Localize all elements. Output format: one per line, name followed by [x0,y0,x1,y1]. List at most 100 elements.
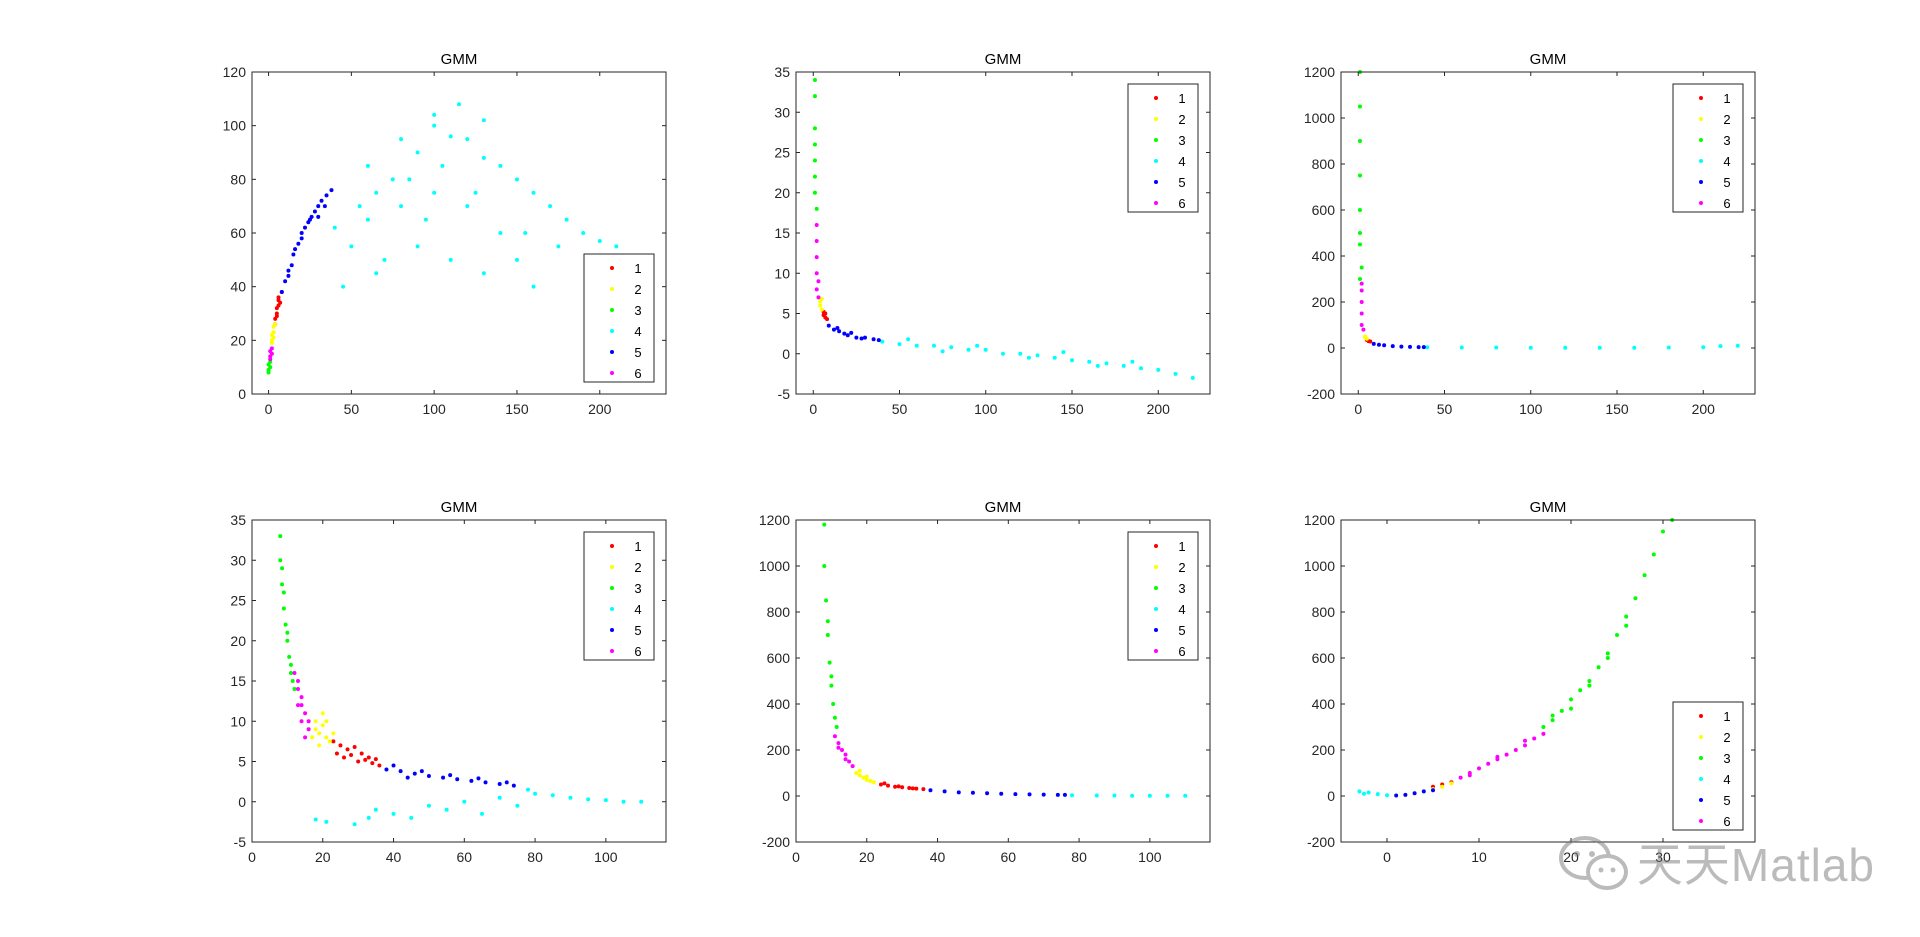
data-point [483,780,488,785]
y-tick-label: 0 [238,386,246,402]
y-tick-label: 600 [1312,202,1336,218]
data-point [299,236,304,241]
data-point [273,322,278,327]
data-point [1425,345,1430,350]
data-point [476,776,481,781]
x-tick-label: 0 [265,401,273,417]
data-point [398,769,403,774]
data-point [854,771,859,775]
legend-marker [1699,819,1703,823]
data-point [1052,355,1057,360]
data-point [329,188,334,193]
data-point [1513,748,1518,752]
data-point [843,752,848,757]
data-point [448,257,453,262]
data-point [345,747,350,752]
data-point [366,755,371,760]
data-point [1183,793,1188,798]
data-point [1359,300,1364,304]
data-point [1504,752,1509,757]
axes-box [795,519,1211,843]
data-point [356,759,361,764]
data-point [861,775,866,780]
data-point [826,323,831,328]
data-point [1385,793,1389,798]
data-point [279,290,284,295]
data-point [366,815,371,820]
data-point [825,633,830,637]
data-point [823,311,828,316]
legend-label: 6 [634,644,641,659]
data-point [814,255,819,260]
axes-box [1340,71,1756,395]
data-point [531,190,536,195]
legend-label: 4 [1723,772,1730,787]
data-point [469,778,474,783]
data-point [286,273,291,278]
legend-box [583,531,655,661]
data-point [1403,792,1408,797]
data-point [276,303,281,308]
data-point [293,247,298,252]
data-point [359,751,364,756]
data-point [523,231,528,235]
data-point [1061,350,1066,355]
data-point [423,217,428,222]
series-1 [331,739,382,768]
data-point [514,177,519,182]
data-point [465,204,470,209]
legend-box [1127,531,1199,661]
y-tick-label: 10 [774,265,790,281]
data-point [1642,573,1647,578]
series-5 [1371,341,1426,350]
data-point [331,739,336,744]
legend-label: 1 [1178,91,1185,106]
data-point [432,112,437,117]
data-point [956,790,961,795]
data-point [324,193,329,198]
legend-marker [1154,138,1158,142]
data-point [1027,792,1032,797]
x-tick-label: 100 [594,849,618,865]
y-tick-label: 1200 [1304,64,1335,80]
legend-box [1127,83,1199,213]
data-point [349,244,354,249]
data-point [319,198,324,203]
y-tick-label: 400 [1312,696,1336,712]
data-point [970,790,975,795]
watermark: 天天Matlab [1557,829,1875,895]
data-point [837,329,842,334]
data-point [281,590,286,595]
data-point [480,811,484,816]
data-point [1363,334,1368,339]
data-point [840,748,844,752]
legend-marker [1699,117,1703,121]
data-point [1013,792,1018,797]
legend: 1 2 3 4 5 6 [1127,83,1199,213]
data-point [1156,367,1161,372]
data-point [880,339,885,344]
data-point [296,703,300,708]
data-point [399,137,404,142]
y-tick-label: 15 [230,673,246,689]
data-point [1359,281,1364,286]
data-point [390,177,395,182]
data-point [1376,342,1381,347]
y-tick-label: 1000 [1304,110,1335,126]
data-point [836,745,841,750]
y-tick-label: 25 [774,145,790,161]
chart-title: GMM [441,51,478,68]
data-point [281,606,286,611]
data-point [1001,351,1005,356]
data-point [1661,529,1665,534]
data-point [1357,208,1362,212]
data-point [316,214,321,219]
data-point [511,783,516,788]
y-tick-label: 30 [230,552,246,568]
legend-label: 1 [634,539,641,554]
y-tick-label: -200 [1307,834,1335,850]
x-tick-label: 20 [859,849,875,865]
legend-marker [1699,159,1703,163]
data-point [1587,679,1592,683]
data-point [1563,345,1568,350]
